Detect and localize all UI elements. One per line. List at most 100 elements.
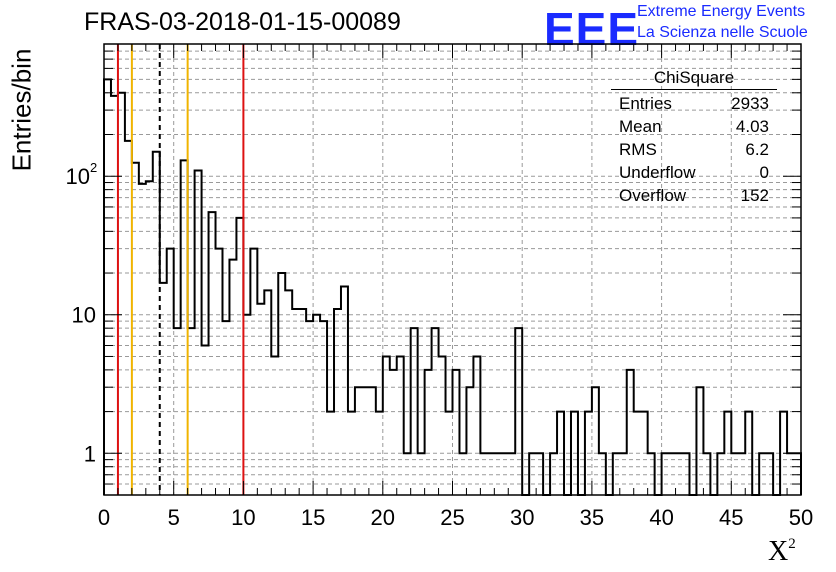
- histogram-bin: [195, 170, 202, 495]
- stats-value: 152: [740, 186, 769, 205]
- histogram-bin: [766, 453, 773, 495]
- histogram-bin: [348, 412, 355, 495]
- histogram-bin: [446, 412, 453, 495]
- histogram-bin: [669, 453, 676, 495]
- histogram-bin: [160, 283, 167, 495]
- histogram-bin: [703, 453, 710, 495]
- histogram-bin: [320, 321, 327, 495]
- histogram-bin: [236, 218, 243, 495]
- histogram-bin: [459, 453, 466, 495]
- x-tick-label: 0: [98, 505, 110, 530]
- histogram-bin: [411, 328, 418, 495]
- histogram-bin: [257, 304, 264, 495]
- y-tick-label: 10: [66, 164, 90, 189]
- y-tick-label-exponent: 2: [90, 160, 97, 175]
- stats-box-title: ChiSquare: [611, 68, 777, 90]
- stats-label: Overflow: [619, 186, 687, 205]
- histogram-bin: [480, 453, 487, 495]
- y-tick-label: 10: [72, 303, 96, 328]
- histogram-bin: [334, 309, 341, 495]
- histogram-bin: [501, 453, 508, 495]
- histogram-bin: [222, 321, 229, 495]
- stats-label: Entries: [619, 94, 672, 113]
- histogram-bin: [397, 356, 404, 495]
- eee-logo: EEE: [544, 3, 640, 55]
- stats-box: ChiSquare Entries 2933 Mean 4.03 RMS 6.2 Un…: [611, 68, 777, 207]
- stats-row-underflow: Underflow 0: [611, 161, 777, 184]
- stats-label: Mean: [619, 117, 662, 136]
- histogram-bin: [717, 453, 724, 495]
- histogram-bin: [216, 249, 223, 495]
- histogram-bin: [620, 453, 627, 495]
- stats-row-rms: RMS 6.2: [611, 138, 777, 161]
- chart-title: FRAS-03-2018-01-15-00089: [84, 8, 401, 36]
- stats-value: 0: [759, 163, 769, 182]
- histogram-bin: [648, 453, 655, 495]
- histogram-bin: [292, 309, 299, 495]
- histogram-bin: [683, 453, 690, 495]
- histogram-bin: [362, 387, 369, 495]
- histogram-bin: [327, 412, 334, 495]
- histogram-bin: [376, 412, 383, 495]
- histogram-bin: [285, 290, 292, 495]
- histogram-bin: [167, 249, 174, 495]
- histogram-bin: [634, 412, 641, 495]
- histogram-bin: [202, 345, 209, 495]
- histogram-bin: [299, 309, 306, 495]
- stats-row-overflow: Overflow 152: [611, 184, 777, 207]
- histogram-bin: [278, 273, 285, 495]
- stats-row-entries: Entries 2933: [611, 92, 777, 115]
- x-axis-label-sup: 2: [788, 536, 796, 552]
- histogram-bin: [271, 356, 278, 495]
- histogram-bin: [369, 387, 376, 495]
- histogram-bin: [243, 315, 250, 495]
- histogram-bin: [676, 453, 683, 495]
- histogram-bin: [355, 387, 362, 495]
- histogram-bin: [229, 260, 236, 495]
- histogram-bin: [425, 370, 432, 495]
- x-tick-label: 5: [168, 505, 180, 530]
- histogram-bin: [383, 356, 390, 495]
- histogram-bin: [662, 453, 669, 495]
- histogram-bin: [306, 321, 313, 495]
- x-tick-label: 35: [580, 505, 604, 530]
- histogram-bin: [724, 412, 731, 495]
- x-tick-label: 15: [301, 505, 325, 530]
- x-tick-label: 40: [649, 505, 673, 530]
- histogram-bin: [745, 412, 752, 495]
- histogram-bin: [696, 387, 703, 495]
- x-tick-label: 10: [231, 505, 255, 530]
- histogram-bin: [313, 315, 320, 495]
- histogram-bin: [613, 453, 620, 495]
- x-axis-label-text: X: [768, 536, 789, 567]
- stats-value: 4.03: [735, 117, 769, 136]
- histogram-bin: [466, 387, 473, 495]
- histogram-bin: [641, 412, 648, 495]
- histogram-bin: [104, 79, 111, 495]
- histogram-bin: [125, 141, 132, 495]
- logo-text-line-1: Extreme Energy Events: [637, 3, 806, 20]
- histogram-bin: [738, 453, 745, 495]
- histogram-bin: [536, 453, 543, 495]
- histogram-bin: [146, 181, 153, 495]
- histogram-bin: [473, 356, 480, 495]
- histogram-bin: [181, 160, 188, 495]
- histogram-bin: [111, 96, 118, 495]
- histogram-bin: [627, 370, 634, 495]
- histogram-bin: [118, 93, 125, 495]
- histogram-bin: [487, 453, 494, 495]
- stats-row-mean: Mean 4.03: [611, 115, 777, 138]
- histogram-bin: [390, 370, 397, 495]
- x-axis-label: X2: [768, 536, 796, 568]
- histogram-bin: [585, 412, 592, 495]
- histogram-bin: [404, 453, 411, 495]
- histogram-bin: [550, 453, 557, 495]
- histogram-bin: [139, 184, 146, 495]
- stats-label: RMS: [619, 140, 657, 159]
- histogram-bin: [132, 163, 139, 495]
- histogram-bin: [529, 453, 536, 495]
- x-tick-label: 45: [719, 505, 743, 530]
- histogram-bin: [153, 152, 160, 495]
- x-tick-label: 25: [440, 505, 464, 530]
